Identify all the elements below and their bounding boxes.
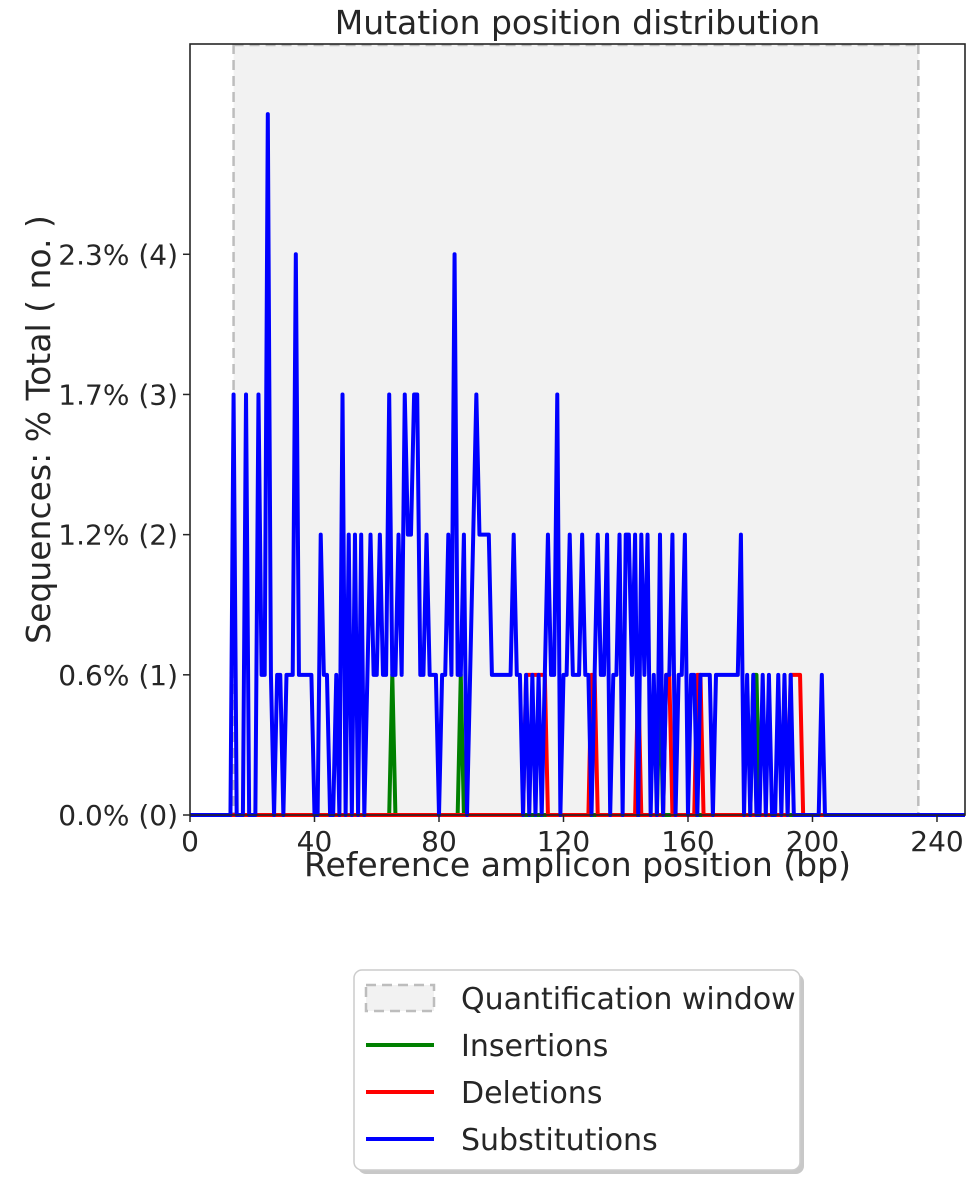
legend-label: Quantification window: [461, 982, 796, 1017]
y-tick-label: 0.0% (0): [58, 799, 178, 832]
x-axis-ticks: 0 40 80 120 160 200 240: [181, 815, 964, 858]
x-tick-label: 120: [537, 825, 590, 858]
y-tick-label: 2.3% (4): [58, 238, 178, 271]
legend-label: Substitutions: [461, 1123, 658, 1158]
y-tick-label: 0.6% (1): [58, 659, 178, 692]
y-tick-label: 1.7% (3): [58, 378, 178, 411]
x-tick-label: 80: [421, 825, 457, 858]
legend-items: Quantification window Insertions Deletions…: [364, 982, 796, 1158]
x-tick-label: 240: [910, 825, 963, 858]
x-axis-title: Reference amplicon position (bp): [304, 845, 851, 884]
legend-label: Insertions: [461, 1029, 608, 1064]
x-tick-label: 200: [786, 825, 839, 858]
x-tick-label: 40: [297, 825, 333, 858]
legend-swatch-quantification-window: [364, 983, 436, 1013]
legend-box: [353, 969, 801, 1171]
legend-label: Deletions: [461, 1076, 602, 1111]
legend: Quantification window Insertions Deletions…: [353, 969, 804, 1174]
x-tick-label: 0: [181, 825, 199, 858]
series-line-substitutions: [190, 112, 965, 817]
y-axis-title: Sequences: % Total ( no. ): [19, 215, 58, 644]
plot-frame: [189, 43, 966, 816]
x-tick-label: 160: [661, 825, 714, 858]
chart-title: Mutation position distribution: [335, 3, 821, 42]
y-axis-ticks: 0.0% (0) 0.6% (1) 1.2% (2) 1.7% (3) 2.3% (4): [58, 238, 190, 832]
y-tick-label: 1.2% (2): [58, 519, 178, 552]
